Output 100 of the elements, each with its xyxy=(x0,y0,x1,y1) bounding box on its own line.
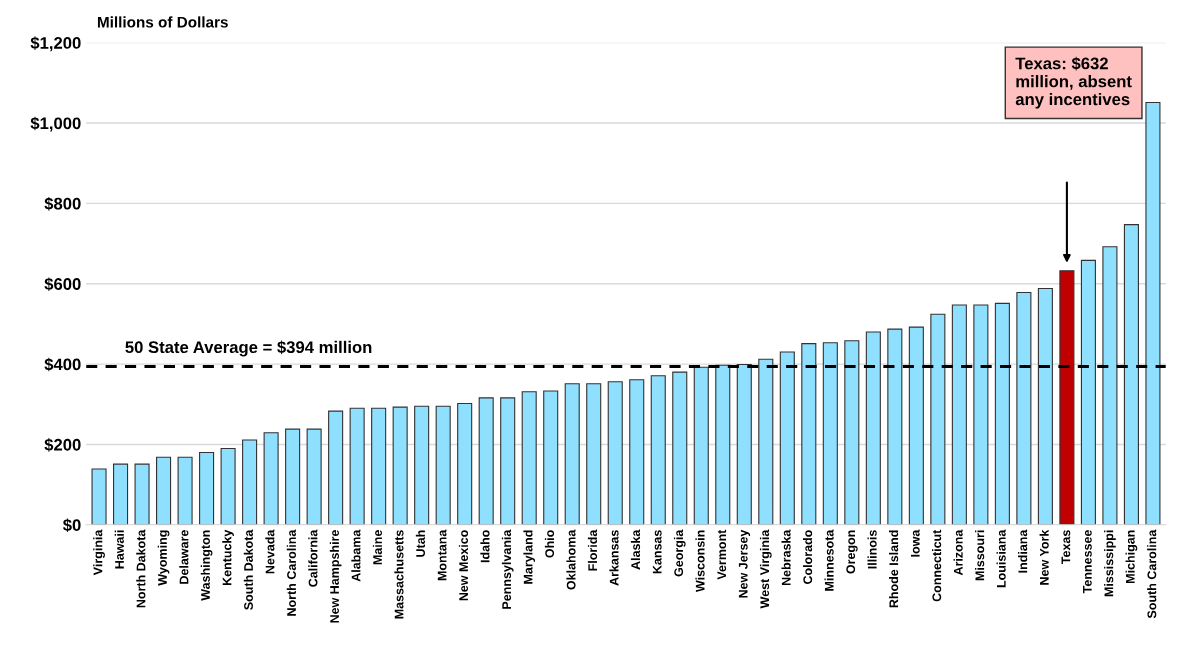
ref-line-label: 50 State Average = $394 million xyxy=(125,340,372,357)
bar xyxy=(1145,101,1161,525)
annotation: Texas: $632 million, absent any incentives xyxy=(1015,56,1132,109)
x-tick-label: New Mexico xyxy=(458,530,469,601)
bar xyxy=(435,405,451,525)
bar xyxy=(521,391,537,525)
x-tick-label: North Dakota xyxy=(136,529,146,608)
x-tick-label: Colorado xyxy=(802,530,813,584)
x-tick-label: Nevada xyxy=(265,529,275,574)
bar xyxy=(629,379,645,525)
x-tick-label: North Carolina xyxy=(286,529,296,616)
x-tick-label: Montana xyxy=(437,529,447,581)
bar xyxy=(113,463,129,525)
bar xyxy=(951,304,967,525)
x-tick-label: South Dakota xyxy=(243,529,253,610)
x-tick-label: Alaska xyxy=(630,529,641,570)
y-tick-label: $200 xyxy=(44,438,81,452)
x-tick-label: Louisiana xyxy=(996,529,1006,588)
bar xyxy=(306,428,322,525)
x-tick-label: Pennsylvania xyxy=(501,529,514,609)
x-tick-label: Wyoming xyxy=(157,530,170,586)
y-tick-label: $800 xyxy=(44,197,81,211)
x-tick-label: Iowa xyxy=(910,529,920,557)
x-tick-label: Arkansas xyxy=(609,530,619,586)
x-tick-label: Mississippi xyxy=(1104,530,1116,597)
x-tick-label: Minnesota xyxy=(824,529,834,591)
y-axis-title: Millions of Dollars xyxy=(97,16,228,28)
x-tick-label: Missouri xyxy=(975,530,985,581)
x-tick-label: Tennessee xyxy=(1083,530,1092,594)
bar xyxy=(779,351,795,525)
bar xyxy=(1080,259,1096,525)
bar xyxy=(457,402,473,525)
bar xyxy=(285,428,301,525)
bar xyxy=(1016,292,1032,525)
x-tick-label: New Jersey xyxy=(738,529,751,598)
x-tick-label: Florida xyxy=(587,529,598,571)
x-tick-label: New Hampshire xyxy=(329,530,342,623)
bar xyxy=(650,375,666,525)
bar xyxy=(736,363,752,525)
bar xyxy=(392,406,408,525)
x-tick-label: Massachusetts xyxy=(394,530,404,619)
bar xyxy=(887,328,903,525)
x-tick-label: Hawaii xyxy=(114,530,124,569)
bar xyxy=(908,326,924,525)
y-tick-label: $1,200 xyxy=(30,36,81,52)
bar xyxy=(177,456,193,525)
x-tick-label: New York xyxy=(1039,529,1049,585)
x-tick-label: South Carolina xyxy=(1147,529,1157,619)
bar xyxy=(1037,287,1053,525)
y-tick-label: $400 xyxy=(44,357,81,372)
bar xyxy=(844,340,860,525)
x-tick-label: Nebraska xyxy=(781,529,791,586)
bar xyxy=(242,439,258,525)
x-tick-label: Idaho xyxy=(480,530,490,563)
x-tick-label: Ohio xyxy=(544,530,555,558)
x-tick-label: Rhode Island xyxy=(889,530,899,608)
bar xyxy=(349,407,365,525)
bar xyxy=(91,468,107,525)
bar xyxy=(500,397,516,525)
bar xyxy=(930,313,946,525)
bar xyxy=(586,383,602,525)
bar xyxy=(414,405,430,525)
x-tick-label: Texas xyxy=(1061,530,1071,565)
x-tick-label: Oregon xyxy=(846,530,858,574)
bar xyxy=(371,407,387,525)
x-tick-label: Wisconsin xyxy=(695,530,705,593)
bar xyxy=(564,383,580,525)
x-tick-label: Kentucky xyxy=(222,529,234,586)
bar xyxy=(1059,270,1075,525)
x-tick-label: West Virginia xyxy=(759,529,772,609)
bar xyxy=(134,463,150,525)
x-tick-label: Arizona xyxy=(953,529,963,576)
x-tick-label: Maine xyxy=(372,530,382,565)
bar xyxy=(715,364,731,525)
y-tick-label: $600 xyxy=(44,277,81,291)
x-tick-label: Virginia xyxy=(93,529,105,576)
bar xyxy=(478,397,494,525)
x-tick-label: Delaware xyxy=(179,530,189,584)
bar xyxy=(543,390,559,525)
x-tick-label: Michigan xyxy=(1125,530,1138,583)
bar xyxy=(758,358,774,525)
bar xyxy=(199,451,215,525)
bar xyxy=(822,342,838,525)
bar xyxy=(328,410,344,525)
bar xyxy=(865,331,881,525)
bar xyxy=(220,447,236,525)
x-tick-label: Oklahoma xyxy=(566,529,576,590)
y-tick-label: $0 xyxy=(62,518,81,533)
y-tick-label: $1,000 xyxy=(30,116,81,132)
x-tick-label: Alabama xyxy=(351,529,361,582)
x-tick-label: Kansas xyxy=(652,530,662,574)
bar xyxy=(693,366,709,525)
bar xyxy=(973,304,989,525)
x-tick-label: Connecticut xyxy=(932,529,942,602)
bar xyxy=(1102,246,1118,525)
x-tick-label: Indiana xyxy=(1018,529,1028,573)
bar xyxy=(607,381,623,525)
x-tick-label: Maryland xyxy=(523,530,536,584)
bar xyxy=(156,456,172,525)
x-tick-label: Illinois xyxy=(867,530,877,569)
